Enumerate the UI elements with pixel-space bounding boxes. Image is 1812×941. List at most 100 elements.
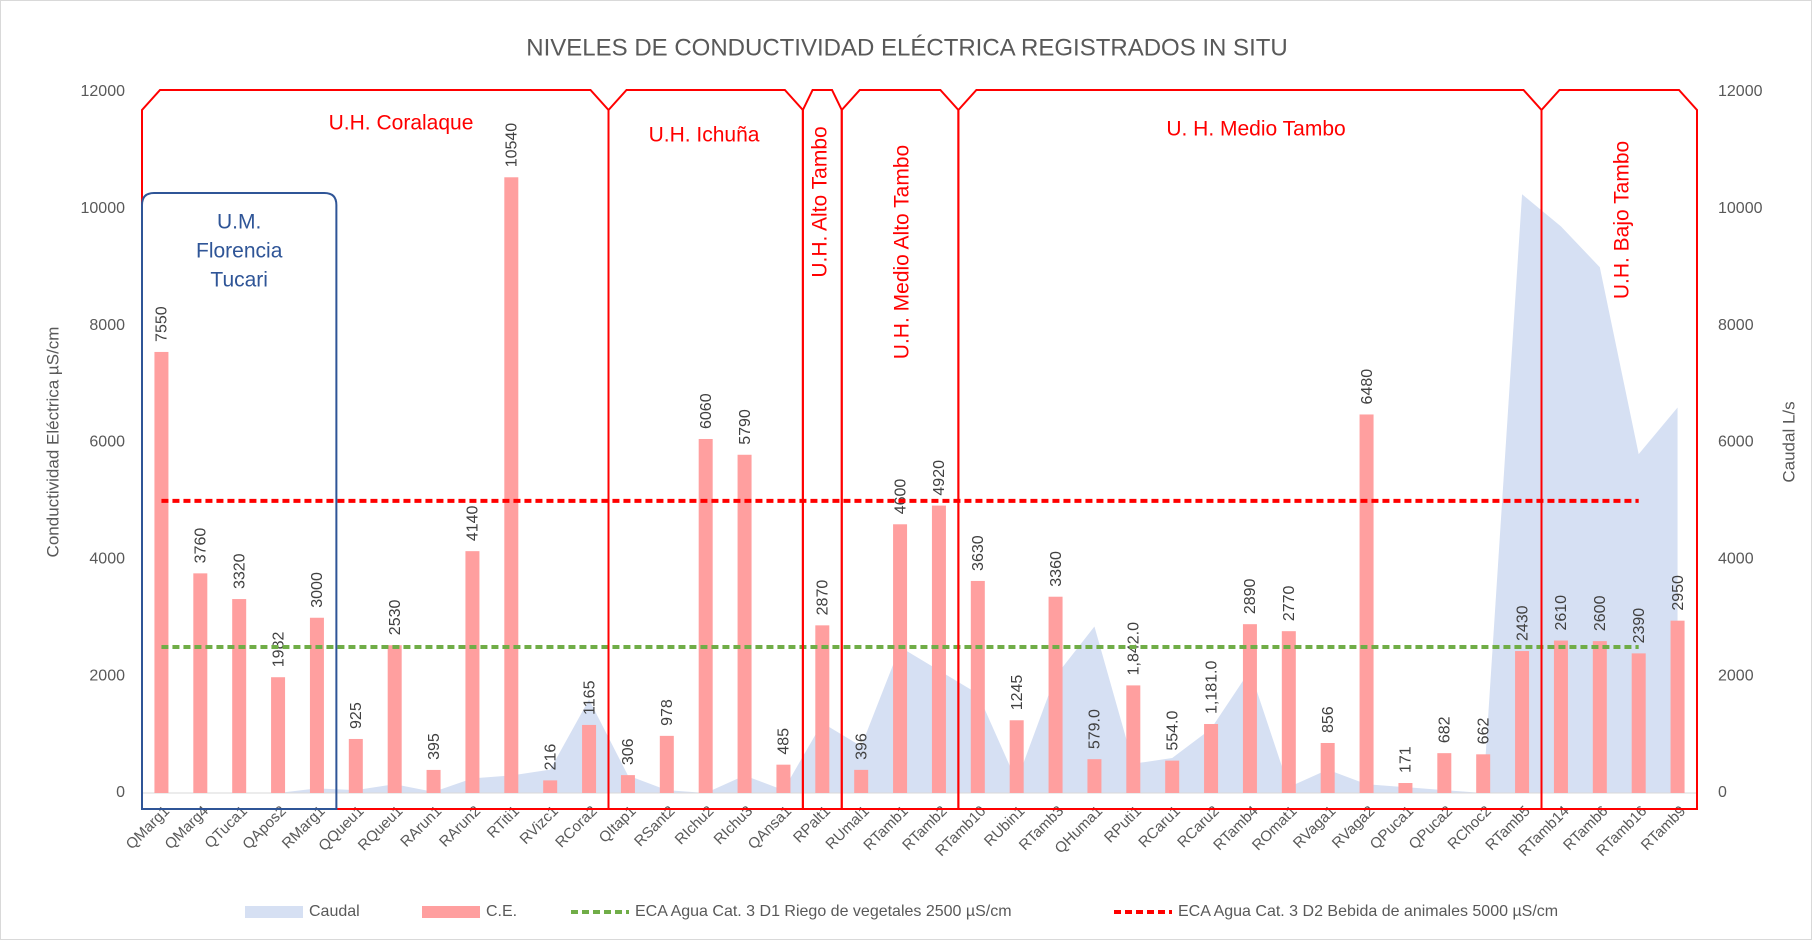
- y2-tick-label: 2000: [1718, 667, 1754, 684]
- y-tick-label: 10000: [81, 200, 126, 217]
- bar: [1165, 760, 1180, 793]
- subregion-box: [141, 192, 338, 810]
- data-label: 3360: [1048, 551, 1065, 587]
- bar: [931, 505, 946, 793]
- data-label: 3320: [231, 553, 248, 589]
- data-label: 682: [1437, 716, 1454, 743]
- bar: [154, 351, 169, 793]
- data-label: 579.0: [1087, 709, 1104, 749]
- data-label: 856: [1320, 706, 1337, 733]
- region-label: U. H. Medio Tambo: [1166, 118, 1345, 141]
- bar: [271, 677, 286, 793]
- legend-label: ECA Agua Cat. 3 D2 Bebida de animales 50…: [1178, 903, 1558, 920]
- bar: [1631, 653, 1646, 793]
- bar: [1670, 620, 1685, 793]
- data-label: 1982: [270, 632, 287, 668]
- region-label: U.H. Coralaque: [329, 112, 474, 135]
- bar: [426, 769, 441, 793]
- y2-tick-label: 10000: [1718, 200, 1763, 217]
- data-label: 395: [426, 733, 443, 760]
- bar: [348, 738, 363, 793]
- bar: [232, 599, 247, 793]
- y2-tick-label: 0: [1718, 784, 1727, 801]
- region-label: U.H. Ichuña: [649, 124, 760, 147]
- y-tick-label: 4000: [89, 551, 125, 568]
- data-label: 216: [542, 744, 559, 771]
- data-label: 554.0: [1164, 710, 1181, 750]
- bar: [1281, 631, 1296, 793]
- bar: [1048, 596, 1063, 793]
- data-label: 2950: [1670, 575, 1687, 611]
- bar: [1592, 641, 1607, 793]
- bar: [659, 735, 674, 793]
- data-label: 7550: [154, 306, 171, 342]
- y-tick-label: 2000: [89, 667, 125, 684]
- bar: [1009, 720, 1024, 793]
- data-label: 4600: [892, 479, 909, 515]
- bar: [1242, 624, 1257, 793]
- bar: [893, 524, 908, 793]
- y2-axis-title: Caudal L/s: [1779, 401, 1798, 482]
- data-label: 2390: [1631, 608, 1648, 644]
- y-tick-label: 0: [116, 784, 125, 801]
- bar: [620, 775, 635, 793]
- data-label: 6060: [698, 393, 715, 429]
- data-label: 2870: [815, 580, 832, 616]
- subregion-label: Tucari: [210, 269, 268, 292]
- bar: [1437, 753, 1452, 793]
- y2-tick-label: 12000: [1718, 83, 1763, 100]
- data-label: 5790: [737, 409, 754, 445]
- bar: [387, 645, 402, 793]
- y2-tick-label: 4000: [1718, 551, 1754, 568]
- bar: [1126, 685, 1141, 793]
- bar: [776, 764, 791, 793]
- y-axis-title: Conductividad Eléctrica µS/cm: [43, 327, 62, 558]
- subregion-label: U.M.: [217, 211, 261, 234]
- data-label: 2610: [1553, 595, 1570, 631]
- region-label: U.H. Medio Alto Tambo: [891, 145, 914, 359]
- bar: [1087, 759, 1102, 793]
- bar: [970, 580, 985, 793]
- data-label: 2770: [1281, 585, 1298, 621]
- y2-tick-label: 6000: [1718, 434, 1754, 451]
- legend-label: ECA Agua Cat. 3 D1 Riego de vegetales 25…: [635, 903, 1012, 920]
- data-label: 3000: [309, 572, 326, 608]
- bar: [193, 573, 208, 793]
- data-label: 978: [659, 699, 676, 726]
- subregion-label: Florencia: [196, 240, 283, 263]
- data-label: 2600: [1592, 595, 1609, 631]
- data-label: 2530: [387, 600, 404, 636]
- data-label: 3760: [193, 528, 210, 564]
- bar: [1553, 640, 1568, 793]
- legend-swatch: [422, 906, 480, 918]
- data-label: 306: [620, 738, 637, 765]
- bar: [1320, 742, 1335, 793]
- y-tick-label: 6000: [89, 434, 125, 451]
- chart-title: NIVELES DE CONDUCTIVIDAD ELÉCTRICA REGIS…: [526, 34, 1287, 61]
- data-label: 485: [776, 728, 793, 755]
- data-label: 2430: [1514, 605, 1531, 641]
- region-label: U.H. Alto Tambo: [809, 126, 832, 277]
- region-label: U.H. Bajo Tambo: [1611, 141, 1634, 299]
- bar: [815, 625, 830, 793]
- data-label: 1245: [1009, 675, 1026, 711]
- bar: [698, 438, 713, 793]
- y-tick-label: 8000: [89, 317, 125, 334]
- bar: [737, 454, 752, 793]
- data-label: 6480: [1359, 369, 1376, 405]
- bar: [504, 177, 519, 793]
- data-label: 10540: [504, 123, 521, 168]
- data-label: 662: [1475, 718, 1492, 745]
- bar: [543, 780, 558, 793]
- data-label: 1,181.0: [1203, 661, 1220, 714]
- legend-label: C.E.: [486, 903, 517, 920]
- y2-tick-label: 8000: [1718, 317, 1754, 334]
- bar: [1204, 724, 1219, 793]
- bar: [1476, 754, 1491, 793]
- data-label: 171: [1398, 746, 1415, 773]
- bar: [465, 551, 480, 793]
- bar: [582, 724, 597, 793]
- data-label: 4920: [931, 460, 948, 496]
- data-label: 925: [348, 702, 365, 729]
